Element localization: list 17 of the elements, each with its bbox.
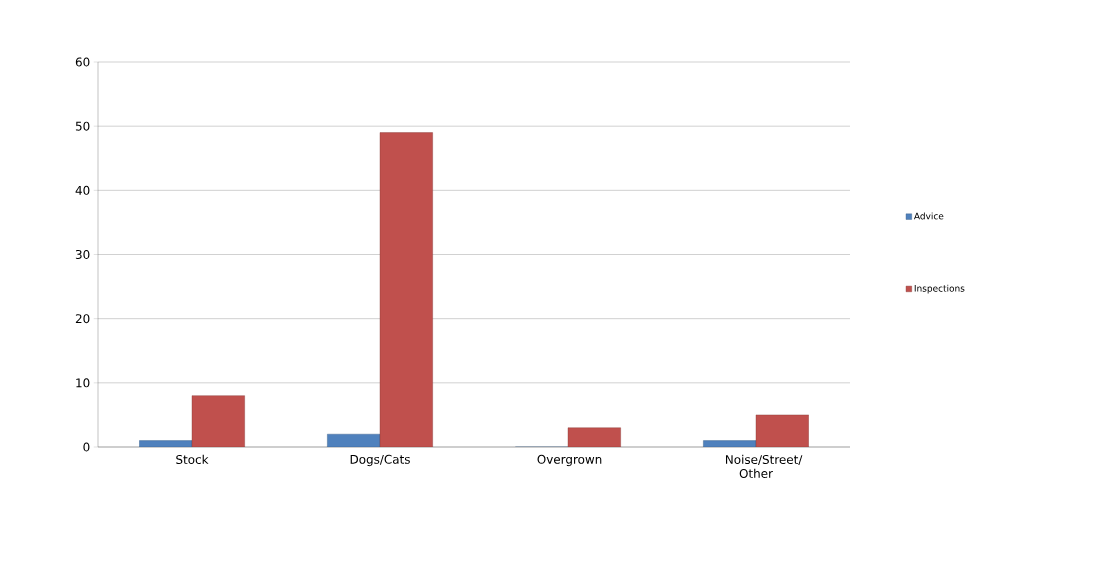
y-tick-label: 40: [75, 185, 90, 195]
y-tick-label: 50: [75, 121, 90, 131]
x-tick-label: Overgrown: [537, 454, 602, 467]
bar: [755, 414, 809, 447]
y-tick-label: 0: [83, 442, 90, 452]
y-tick-label: 60: [75, 57, 90, 67]
y-tick-label: 30: [75, 249, 90, 260]
legend-label: Inspections: [914, 284, 965, 294]
legend-label: Advice: [913, 212, 944, 220]
y-tick-label: 10: [76, 378, 90, 388]
y-tick-label: 20: [75, 314, 90, 324]
x-tick-label: Stock: [176, 454, 209, 465]
bar: [379, 132, 433, 447]
bar: [191, 395, 245, 447]
bar: [567, 427, 621, 447]
x-tick-label: Noise/Street/ Other: [725, 454, 803, 478]
x-tick-label: Dogs/Cats: [350, 454, 410, 467]
